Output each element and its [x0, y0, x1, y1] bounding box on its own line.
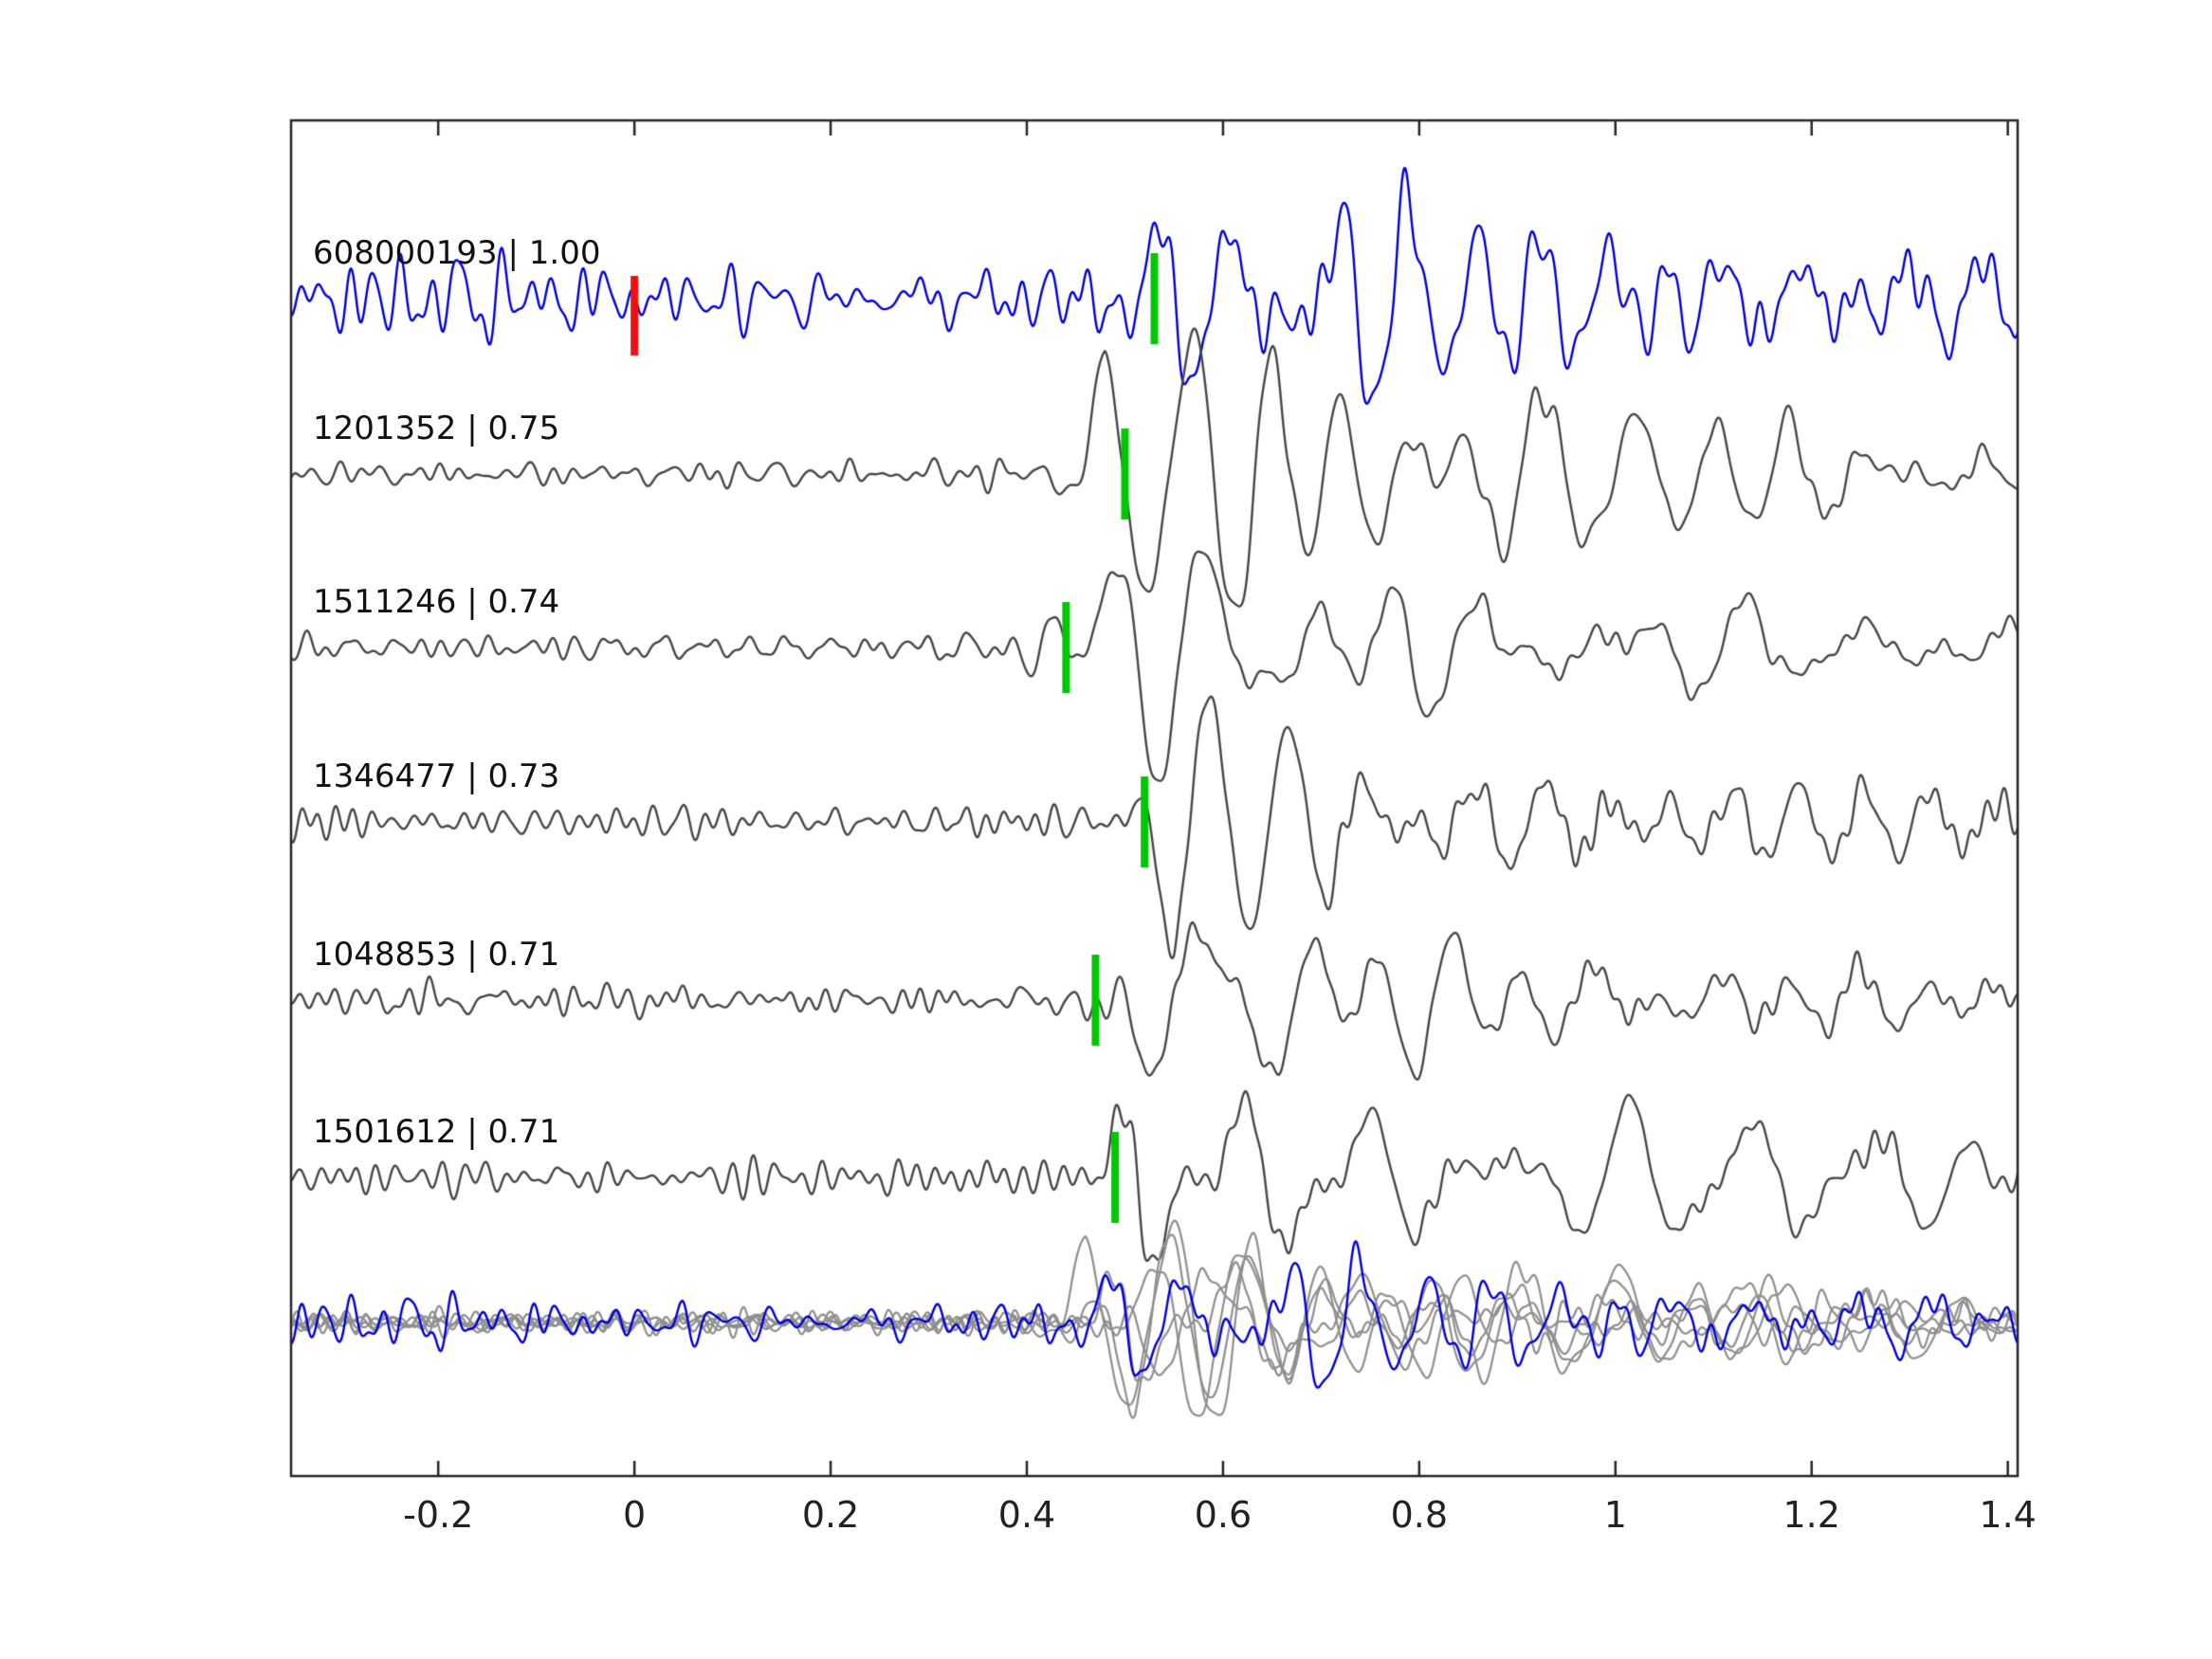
trace-label-match-2: 1511246 | 0.74 — [313, 583, 560, 621]
x-axis-tick-label: 0.8 — [1390, 1494, 1449, 1536]
trace-label-template: 608000193 | 1.00 — [313, 234, 601, 272]
x-axis-tick-label: 0.2 — [801, 1494, 860, 1536]
trace-label-match-1: 1201352 | 0.75 — [313, 410, 560, 447]
x-axis-tick-label: -0.2 — [403, 1494, 474, 1536]
trace-label-match-3: 1346477 | 0.73 — [313, 757, 560, 795]
trace-label-match-4: 1048853 | 0.71 — [313, 936, 560, 974]
trace-label-match-5: 1501612 | 0.71 — [313, 1113, 560, 1151]
x-axis-tick-label: 1.2 — [1782, 1494, 1840, 1536]
x-axis-tick-label: 0.4 — [997, 1494, 1056, 1536]
x-axis-tick-label: 1 — [1603, 1494, 1627, 1536]
x-axis-tick-label: 0 — [623, 1494, 647, 1536]
x-axis-tick-label: 0.6 — [1194, 1494, 1252, 1536]
x-axis-tick-label: 1.4 — [1979, 1494, 2037, 1536]
